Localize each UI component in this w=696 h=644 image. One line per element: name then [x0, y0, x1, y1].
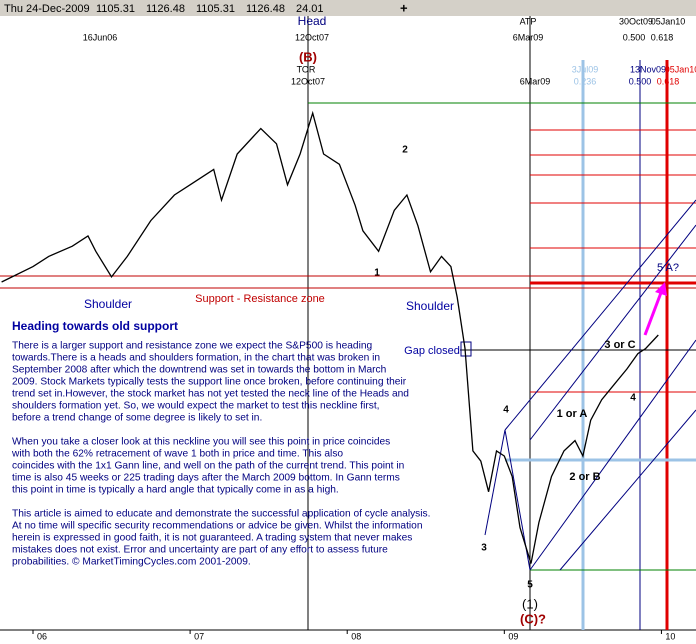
header-date: Thu 24-Dec-2009 — [4, 3, 90, 15]
header-open: 1105.31 — [96, 3, 135, 15]
annotation: 6Mar09 — [520, 76, 551, 86]
x-tick-label: 08 — [351, 631, 361, 641]
channel-line — [504, 199, 696, 431]
annotation: 12Oct07 — [291, 76, 325, 86]
article-line: September 2008 after which the downtrend… — [12, 365, 386, 376]
article-line: probabilities. © MarketTimingCycles.com … — [12, 557, 251, 568]
article-line: with both the 62% retracement of wave 1 … — [11, 449, 343, 460]
annotation: ATP — [520, 16, 537, 26]
annotation: 4 — [630, 393, 636, 404]
article-line: mistakes does not exist. Error and uncer… — [12, 545, 388, 556]
header-change: 24.01 — [296, 3, 324, 15]
annotation: 12Oct07 — [295, 32, 329, 42]
annotation: 5 A? — [657, 262, 679, 274]
annotation: (1) — [522, 596, 538, 611]
article: Heading towards old support There is a l… — [11, 319, 430, 568]
annotation: Support - Resistance zone — [195, 293, 325, 305]
article-line: shoulders formation yet. So, we would ex… — [12, 401, 380, 412]
article-line: towards.There is a heads and shoulders f… — [12, 353, 380, 364]
article-line: 2009. Stock Markets typically tests the … — [12, 377, 407, 388]
channel-line — [559, 409, 696, 571]
annotation: 3 or C — [604, 339, 635, 351]
annotation: 4 — [503, 405, 509, 416]
header-high: 1126.48 — [146, 3, 185, 15]
annotation: 2 or B — [569, 471, 600, 483]
annotation: 0.236 — [574, 76, 597, 86]
article-line: At no time will specific security recomm… — [12, 521, 423, 532]
article-line: When you take a closer look at this neck… — [12, 437, 390, 448]
annotation: Gap closed — [404, 345, 460, 357]
annotation: 1 — [374, 268, 380, 279]
article-line: This article is aimed to educate and dem… — [12, 509, 430, 520]
annotation: 0.500 — [629, 76, 652, 86]
plot: 06 07 08 09 10 16Jun06 Head 12Oct07 ATP 6Mar09 30O… — [1, 14, 696, 641]
annotation: (B) — [299, 49, 317, 64]
add-icon[interactable]: + — [400, 0, 408, 15]
header-close: 1126.48 — [246, 3, 285, 15]
annotation: 3 — [481, 543, 487, 554]
annotation: Shoulder — [84, 297, 132, 311]
annotation: 3Jul09 — [572, 64, 599, 74]
drawing-tools — [0, 16, 696, 630]
article-line: herein is expressed in good faith, it is… — [12, 533, 412, 544]
header-low: 1105.31 — [196, 3, 235, 15]
annotation: 0.618 — [651, 32, 674, 42]
annotation: 6Mar09 — [513, 32, 544, 42]
x-tick-label: 09 — [508, 631, 518, 641]
x-tick-label: 10 — [665, 631, 675, 641]
annotation: 2 — [402, 145, 408, 156]
article-line: coincides with the 1x1 Gann line, and we… — [12, 461, 404, 472]
x-tick-label: 06 — [37, 631, 47, 641]
wave-line — [484, 429, 506, 536]
channel-line — [529, 224, 696, 441]
annotation: Head — [298, 14, 327, 28]
annotation: 30Oct09 — [619, 16, 653, 26]
annotation: (C)? — [520, 611, 546, 626]
annotation: 16Jun06 — [83, 32, 118, 42]
annotation: 13Nov09 — [630, 64, 666, 74]
article-line: this point in time is typically a hard a… — [12, 485, 339, 496]
arrow-head — [655, 282, 667, 296]
article-line: There is a larger support and resistance… — [12, 341, 373, 352]
article-line: trend set in.However, the stock market h… — [12, 389, 409, 400]
annotation: 5 — [527, 580, 533, 591]
arrow — [643, 289, 664, 336]
annotation: 05Jan10 — [651, 16, 686, 26]
header-bar — [0, 0, 696, 16]
annotation: Shoulder — [406, 299, 454, 313]
article-title: Heading towards old support — [12, 319, 178, 333]
article-line: time is also 45 weeks or 225 trading day… — [12, 473, 400, 484]
price-line — [1, 110, 659, 564]
annotation: 1 or A — [557, 408, 588, 420]
annotation: TOR — [297, 64, 316, 74]
annotation: 05Jan10 — [665, 64, 696, 74]
x-tick-label: 07 — [194, 631, 204, 641]
annotation: 0.500 — [623, 32, 646, 42]
channel-line — [529, 339, 696, 571]
article-line: before a trend change of some degree is … — [12, 413, 262, 424]
annotation: 0.618 — [657, 76, 680, 86]
